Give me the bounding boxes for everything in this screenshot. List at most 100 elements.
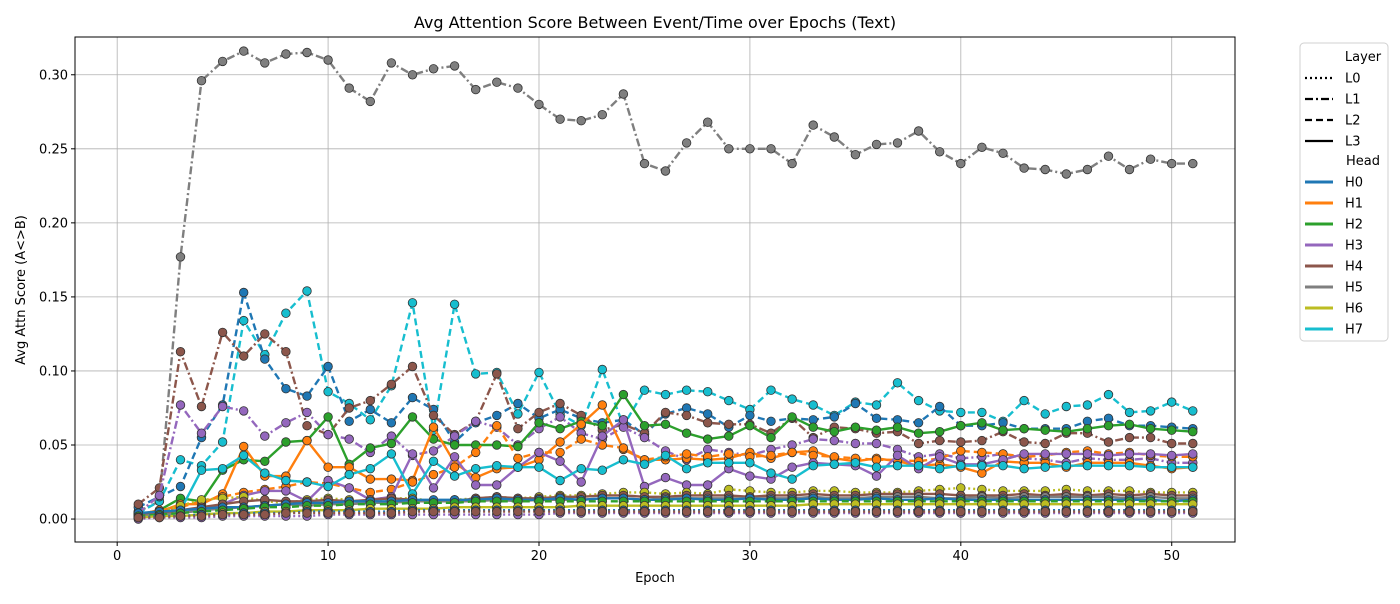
data-point (449, 431, 460, 441)
legend-head-label: H3 (1345, 239, 1363, 254)
data-point (492, 461, 502, 471)
data-point (407, 392, 418, 403)
legend-layer-title: Layer (1345, 50, 1382, 65)
data-point (935, 464, 945, 474)
axis-ticks: 0 10 20 30 40 50 0.00 0.05 0.10 0.15 0.20 0.25 0.30 (39, 68, 1180, 564)
data-point (1103, 389, 1114, 400)
data-point (428, 64, 439, 74)
data-point (935, 427, 945, 437)
series-h7-l3 (133, 449, 1198, 521)
legend-layer-label: L3 (1345, 135, 1361, 150)
data-point (913, 395, 924, 406)
data-point (386, 379, 397, 390)
data-point (449, 299, 460, 310)
data-point (238, 351, 249, 361)
data-point (449, 440, 460, 450)
data-point (724, 458, 734, 468)
data-point (260, 509, 270, 520)
data-point (1103, 506, 1114, 517)
data-point (576, 419, 586, 430)
data-point (1019, 424, 1029, 434)
data-point (1082, 400, 1093, 410)
data-point (513, 409, 523, 419)
data-point (238, 450, 249, 461)
data-point (787, 447, 797, 458)
data-point (175, 400, 186, 410)
data-point (302, 435, 312, 446)
data-point (260, 486, 270, 496)
series-line (137, 289, 1194, 515)
plot-frame (74, 36, 1236, 543)
data-point (1166, 450, 1177, 461)
series-group (133, 46, 1198, 524)
data-point (597, 109, 608, 120)
data-point (1166, 438, 1177, 449)
data-point (1061, 169, 1072, 179)
data-point (1040, 462, 1050, 472)
legend-head-label: H4 (1345, 260, 1363, 275)
data-point (703, 418, 713, 428)
data-point (428, 422, 439, 432)
data-point (217, 464, 228, 474)
data-point (386, 418, 397, 428)
data-point (365, 96, 376, 107)
data-point (1124, 164, 1135, 175)
data-point (238, 315, 249, 326)
data-point (386, 474, 397, 484)
data-point (1082, 164, 1093, 175)
data-point (1166, 397, 1177, 407)
data-point (703, 506, 713, 517)
legend: Layer Head L0 L1 L2 L3 H0 H1 H2 H3 H4 H5 H6 H7 (1299, 42, 1389, 342)
data-point (597, 465, 608, 475)
x-tick-label: 20 (531, 549, 548, 564)
data-point (323, 508, 333, 518)
data-point (639, 158, 650, 169)
data-point (576, 115, 586, 126)
data-point (745, 458, 755, 468)
data-point (1103, 461, 1114, 471)
data-point (618, 389, 629, 400)
data-point (766, 506, 776, 517)
data-point (386, 58, 397, 68)
data-point (534, 462, 544, 472)
data-point (787, 394, 797, 404)
data-point (323, 361, 333, 372)
data-point (471, 464, 481, 474)
data-point (260, 431, 270, 441)
data-point (344, 483, 354, 493)
data-point (217, 401, 228, 412)
data-point (935, 435, 945, 446)
data-point (724, 395, 734, 406)
y-tick-label: 0.25 (39, 142, 68, 157)
data-point (660, 419, 671, 430)
data-point (829, 459, 840, 470)
data-point (871, 400, 882, 410)
data-point (238, 46, 249, 56)
data-point (323, 412, 333, 422)
data-point (175, 347, 186, 357)
data-point (956, 158, 966, 169)
series-line (138, 509, 1193, 519)
data-point (1040, 506, 1050, 517)
data-point (407, 298, 418, 308)
data-point (513, 506, 523, 517)
data-point (1040, 409, 1050, 419)
data-point (829, 427, 840, 437)
data-point (850, 438, 861, 449)
data-point (977, 506, 987, 517)
data-point (534, 367, 544, 378)
y-tick-label: 0.20 (39, 216, 68, 231)
data-point (1103, 437, 1114, 447)
data-point (724, 449, 734, 459)
data-point (1061, 506, 1072, 517)
data-point (281, 475, 291, 486)
data-point (977, 142, 987, 153)
data-point (871, 425, 882, 435)
data-point (365, 474, 376, 484)
data-point (871, 438, 882, 449)
data-point (1019, 449, 1029, 459)
data-point (703, 480, 713, 490)
data-point (766, 385, 776, 395)
data-point (1103, 421, 1114, 431)
